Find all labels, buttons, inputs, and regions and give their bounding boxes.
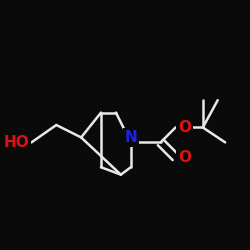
Text: O: O: [178, 120, 191, 135]
Text: N: N: [124, 130, 137, 145]
Text: HO: HO: [3, 135, 29, 150]
Text: O: O: [178, 150, 191, 165]
